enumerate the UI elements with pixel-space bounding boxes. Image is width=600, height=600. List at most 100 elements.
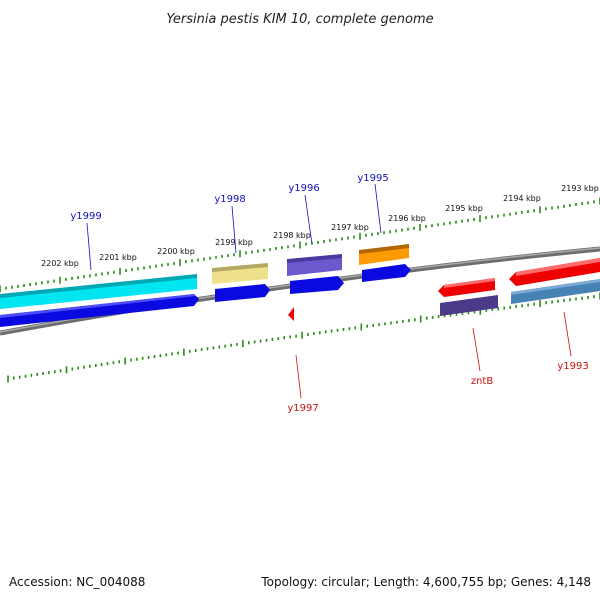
feature-y1999-gene[interactable]: [0, 276, 197, 309]
outer-ruler-tick: [461, 219, 463, 223]
inner-ruler-tick: [533, 302, 535, 306]
gene-label-y1995[interactable]: y1995: [357, 173, 388, 184]
feature-y1997-gene[interactable]: [288, 307, 294, 321]
kbp-label: 2198 kbp: [273, 231, 311, 240]
outer-ruler-tick: [335, 238, 337, 242]
outer-ruler-tick: [113, 270, 115, 274]
outer-ruler-tick: [143, 266, 145, 270]
feature-y1999-cds[interactable]: [0, 294, 199, 327]
inner-ruler-tick: [59, 369, 62, 373]
inner-ruler-tick: [95, 363, 97, 367]
feature-y1998-cds[interactable]: [215, 284, 270, 302]
outer-ruler-tick: [281, 246, 283, 250]
outer-ruler-tick: [431, 224, 433, 228]
outer-ruler-tick: [17, 284, 19, 288]
outer-ruler-tick: [59, 276, 61, 284]
inner-ruler-tick: [177, 351, 179, 355]
inner-ruler-tick: [54, 370, 56, 374]
inner-ruler-tick: [324, 330, 327, 334]
outer-ruler-tick: [575, 203, 577, 206]
inner-ruler-tick: [136, 357, 138, 361]
outer-ruler-tick: [89, 274, 91, 278]
outer-ruler-tick: [221, 254, 223, 258]
outer-ruler-tick: [539, 206, 541, 214]
inner-ruler-tick: [575, 297, 577, 301]
feature-y1996-cds[interactable]: [290, 276, 344, 294]
callout-lines: [86, 183, 572, 399]
inner-ruler-tick: [330, 329, 333, 333]
gene-label-y1996[interactable]: y1996: [288, 183, 319, 194]
inner-ruler-tick: [189, 349, 191, 353]
inner-ruler-tick: [265, 338, 268, 342]
gene-label-y1999[interactable]: y1999: [70, 211, 101, 222]
outer-ruler-tick: [197, 258, 199, 262]
inner-ruler-tick: [437, 315, 440, 319]
kbp-label: 2193 kbp: [561, 184, 599, 193]
outer-ruler-tick: [185, 260, 187, 264]
inner-ruler-tick: [593, 295, 595, 299]
inner-ruler-tick: [467, 311, 470, 315]
kbp-label: 2199 kbp: [215, 238, 253, 247]
feature-y1996-gene-edge: [287, 254, 342, 263]
inner-ruler-tick: [248, 341, 250, 345]
outer-ruler-tick: [377, 232, 379, 236]
inner-ruler-tick: [141, 356, 144, 360]
outer-ruler-tick: [191, 259, 193, 263]
feature-zntB-gene-shade: [444, 278, 495, 288]
feature-zntB-cds[interactable]: [440, 295, 498, 316]
gene-label-y1997[interactable]: y1997: [287, 403, 318, 414]
outer-ruler-tick: [287, 245, 289, 249]
outer-ruler-tick: [545, 207, 547, 211]
accession-text: Accession: NC_004088: [9, 575, 145, 589]
outer-ruler-tick: [257, 249, 259, 253]
inner-ruler-tick: [354, 326, 357, 330]
inner-ruler-tick: [301, 331, 303, 339]
outer-ruler-tick: [341, 237, 343, 241]
outer-ruler-tick: [209, 256, 211, 260]
outer-ruler-tick: [371, 232, 373, 236]
feature-y1999-cds-shade: [0, 294, 196, 318]
feature-y1998-gene-edge: [212, 263, 268, 272]
outer-ruler-tick: [569, 203, 571, 207]
inner-ruler-tick: [165, 353, 168, 357]
inner-ruler-tick: [539, 300, 541, 307]
gene-label-y1998[interactable]: y1998: [214, 194, 245, 205]
inner-ruler-tick: [112, 361, 115, 365]
forward-features: [0, 244, 411, 327]
inner-ruler-tick: [425, 316, 428, 320]
inner-ruler-tick: [206, 347, 209, 351]
inner-ruler-tick: [283, 336, 285, 340]
inner-ruler-tick: [336, 328, 339, 332]
outer-ruler-tick: [497, 214, 499, 218]
outer-ruler-tick: [71, 276, 73, 280]
outer-ruler-tick: [473, 218, 475, 221]
inner-ruler-tick: [396, 320, 398, 324]
inner-ruler-tick: [230, 343, 232, 347]
outer-ruler-tick: [413, 226, 415, 230]
outer-ruler-tick: [125, 269, 127, 272]
inner-ruler-tick: [65, 366, 68, 374]
inner-ruler-tick: [545, 301, 547, 305]
inner-ruler-tick: [551, 300, 553, 304]
outer-ruler-tick: [119, 267, 121, 275]
outer-ruler-tick: [203, 257, 205, 261]
outer-ruler-tick: [77, 276, 79, 280]
kbp-label: 2202 kbp: [41, 259, 79, 268]
gene-label-zntB[interactable]: zntB: [471, 376, 494, 387]
inner-ruler-tick: [491, 308, 494, 312]
inner-ruler-tick: [124, 357, 126, 365]
inner-ruler-tick: [569, 298, 571, 302]
inner-ruler-tick: [587, 296, 589, 299]
inner-ruler-tick: [384, 322, 386, 326]
outer-ruler-tick: [41, 281, 43, 285]
outer-ruler-tick: [299, 241, 301, 249]
outer-ruler-tick: [443, 222, 445, 226]
gene-label-y1993[interactable]: y1993: [557, 361, 588, 372]
inner-ruler-tick: [366, 324, 368, 328]
outer-ruler-tick: [317, 240, 319, 244]
inner-ruler-tick: [289, 335, 291, 339]
feature-y1995-cds[interactable]: [362, 264, 411, 282]
outer-ruler-tick: [263, 248, 265, 252]
inner-ruler-tick: [419, 315, 422, 323]
